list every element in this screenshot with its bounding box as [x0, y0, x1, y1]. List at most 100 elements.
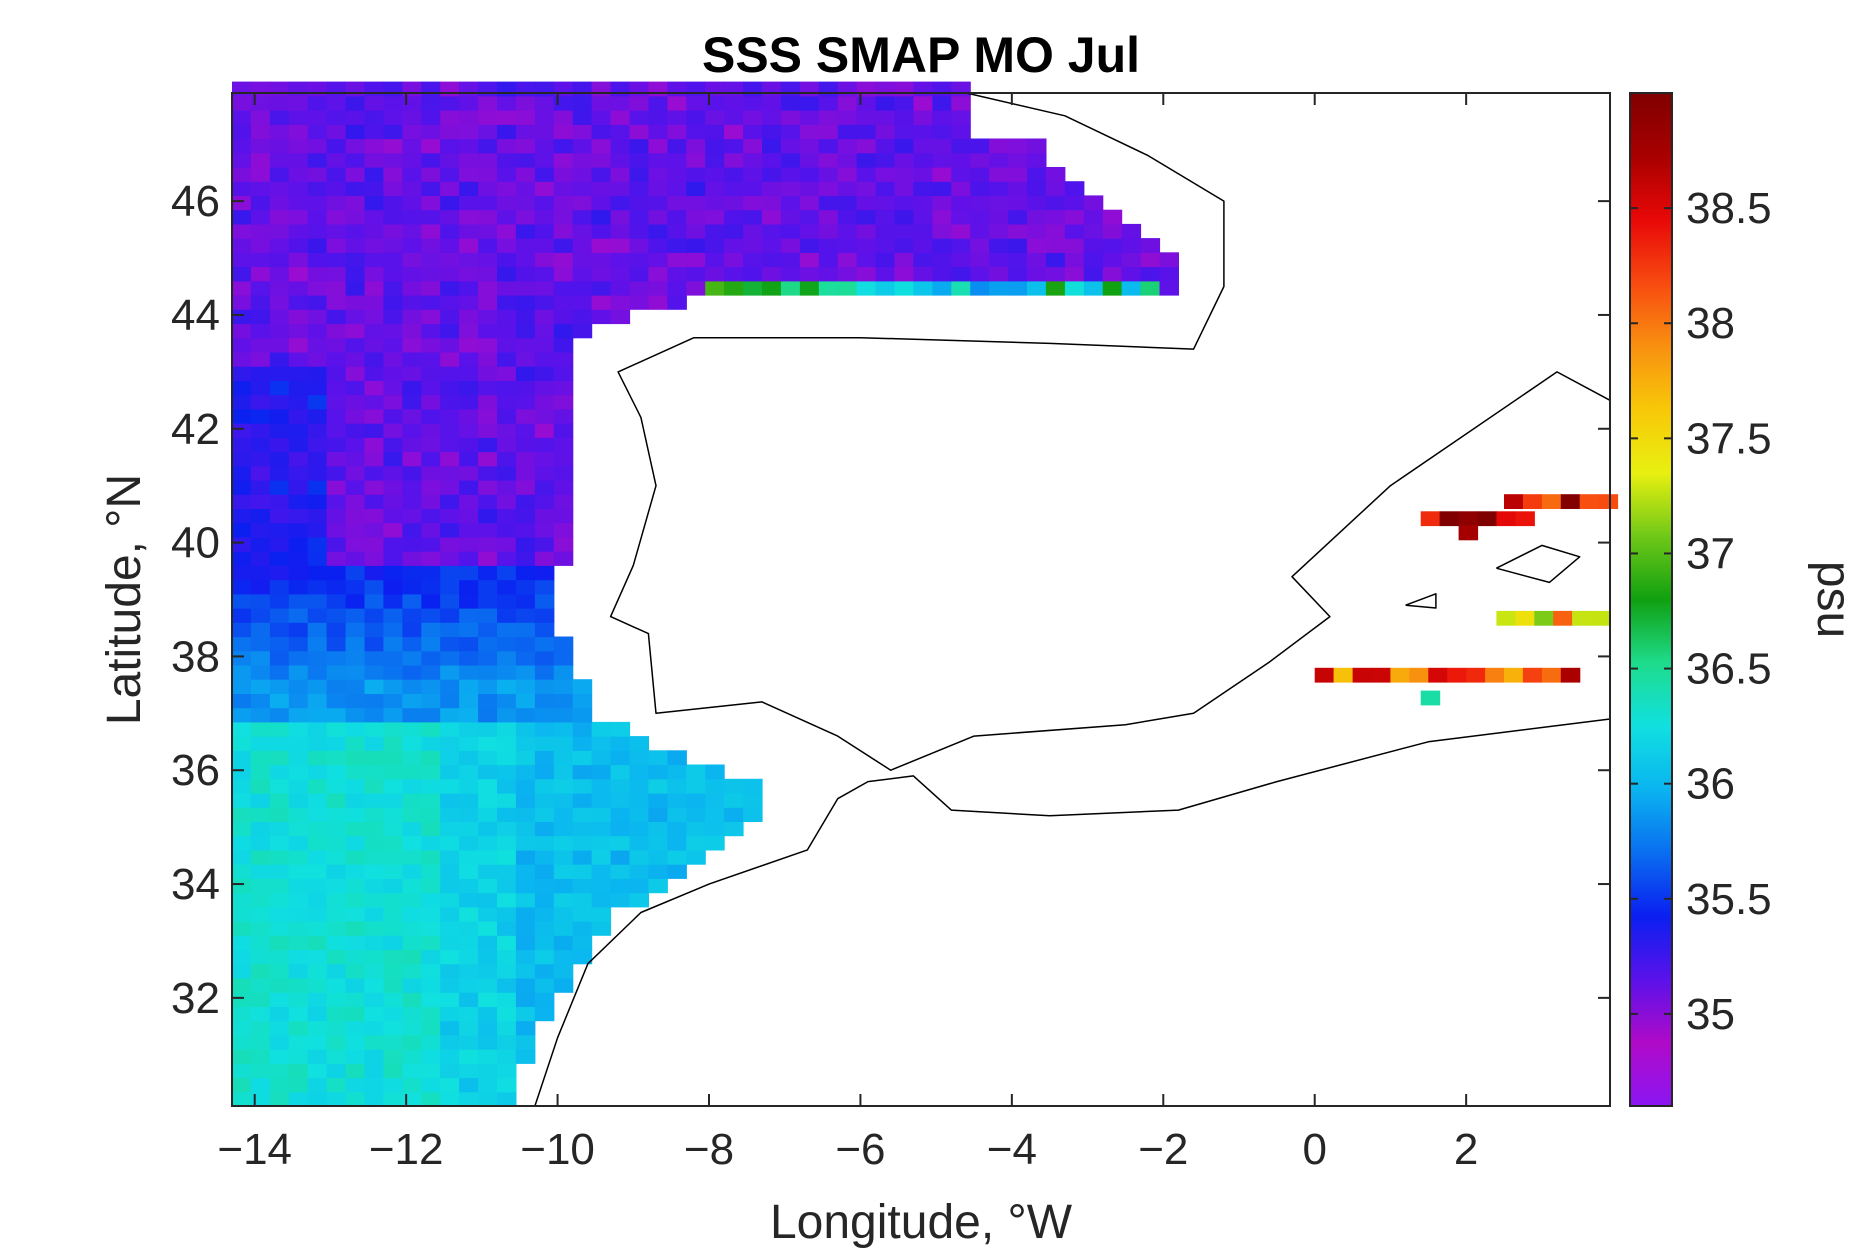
grid-cell	[402, 835, 422, 851]
grid-cell	[497, 181, 517, 196]
grid-cell	[478, 480, 498, 495]
grid-cell	[1027, 223, 1047, 239]
grid-cell	[269, 266, 290, 282]
grid-cell	[250, 238, 271, 253]
grid-cell	[459, 778, 479, 794]
grid-cell	[383, 978, 403, 993]
grid-cell	[307, 679, 328, 694]
grid-cell	[610, 295, 631, 310]
grid-cell	[497, 408, 517, 424]
grid-cell	[421, 935, 441, 951]
grid-cell	[534, 508, 555, 524]
grid-cell	[326, 807, 347, 822]
grid-cell	[269, 821, 290, 837]
grid-cell	[629, 152, 649, 168]
grid-cell	[440, 280, 460, 296]
grid-cell	[269, 736, 290, 751]
grid-cell	[383, 81, 403, 97]
grid-cell	[534, 280, 555, 296]
grid-cell	[1159, 266, 1179, 282]
grid-cell	[629, 295, 649, 310]
grid-cell	[269, 565, 290, 581]
grid-cell	[478, 323, 498, 339]
grid-cell	[364, 622, 384, 638]
colorbar-tick-label: 37	[1686, 529, 1735, 578]
grid-cell	[989, 238, 1009, 253]
grid-cell	[459, 167, 479, 182]
grid-cell	[970, 138, 990, 154]
grid-cell	[648, 266, 668, 282]
x-tick-label: −8	[684, 1125, 734, 1174]
grid-cell	[269, 1091, 290, 1107]
grid-cell	[326, 167, 347, 182]
grid-cell	[515, 921, 536, 936]
grid-cell	[610, 736, 631, 751]
grid-cell	[553, 864, 574, 879]
grid-cell	[856, 238, 877, 253]
grid-cell	[970, 152, 990, 168]
grid-cell	[250, 252, 271, 268]
grid-cell	[232, 295, 252, 310]
grid-cell	[232, 522, 252, 538]
grid-cell	[534, 778, 555, 794]
grid-cell	[591, 181, 612, 196]
grid-cell	[478, 280, 498, 296]
grid-cell	[250, 636, 271, 652]
grid-cell	[497, 664, 517, 680]
grid-cell	[288, 423, 309, 438]
grid-cell	[421, 949, 441, 965]
grid-cell	[402, 721, 422, 737]
grid-cell	[307, 963, 328, 979]
grid-cell	[269, 252, 290, 268]
grid-cell	[421, 593, 441, 609]
grid-cell	[232, 494, 252, 509]
grid-cell	[497, 465, 517, 481]
grid-cell	[1045, 195, 1066, 211]
grid-cell	[515, 636, 536, 652]
grid-cell	[440, 593, 460, 609]
grid-cell	[307, 138, 328, 154]
grid-cell	[383, 778, 403, 794]
grid-cell	[497, 323, 517, 339]
grid-cell	[1102, 238, 1123, 253]
grid-cell	[326, 565, 347, 581]
grid-cell	[913, 81, 933, 97]
grid-cell	[402, 167, 422, 182]
grid-cell	[250, 209, 271, 225]
grid-cell	[307, 1091, 328, 1107]
grid-cell	[459, 750, 479, 766]
grid-cell	[269, 579, 290, 595]
grid-cell	[383, 138, 403, 154]
grid-cell	[459, 921, 479, 936]
grid-cell	[288, 280, 309, 296]
grid-cell	[440, 95, 460, 111]
grid-cell	[515, 878, 536, 894]
grid-cell	[383, 750, 403, 766]
grid-cell	[553, 451, 574, 467]
grid-cell	[534, 664, 555, 680]
grid-cell	[875, 81, 896, 97]
grid-cell	[288, 750, 309, 766]
grid-cell	[326, 209, 347, 225]
grid-cell	[497, 778, 517, 794]
grid-cell	[572, 223, 593, 239]
grid-cell	[288, 864, 309, 879]
grid-cell	[515, 721, 536, 737]
grid-cell	[459, 209, 479, 225]
grid-cell	[799, 195, 820, 211]
grid-cell	[648, 195, 668, 211]
grid-cell	[572, 906, 593, 922]
grid-cell	[610, 892, 631, 908]
grid-cell	[1477, 511, 1497, 527]
grid-cell	[288, 693, 309, 709]
grid-cell	[421, 849, 441, 865]
grid-cell	[250, 351, 271, 367]
grid-cell	[307, 622, 328, 638]
grid-cell	[307, 95, 328, 111]
grid-cell	[705, 195, 725, 211]
grid-cell	[421, 494, 441, 509]
grid-cell	[648, 764, 668, 780]
grid-cell	[232, 408, 252, 424]
grid-cell	[459, 181, 479, 196]
grid-cell	[459, 821, 479, 837]
